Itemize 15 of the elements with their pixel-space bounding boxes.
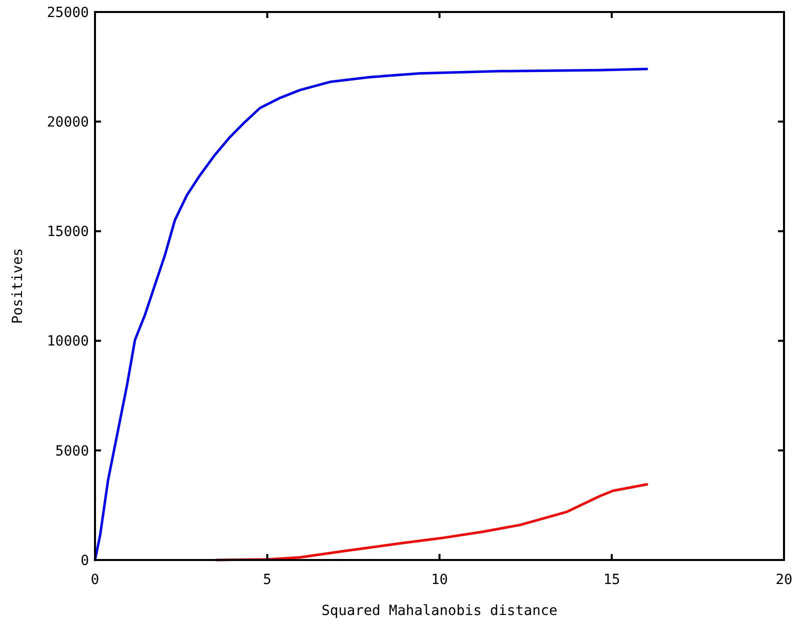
y-tick-label: 15000 bbox=[46, 224, 89, 240]
x-axis-title: Squared Mahalanobis distance bbox=[321, 603, 558, 619]
x-tick-label: 15 bbox=[603, 572, 620, 588]
y-tick-label: 0 bbox=[80, 552, 89, 569]
y-tick-label: 25000 bbox=[46, 4, 89, 21]
x-tick-label: 0 bbox=[90, 572, 100, 588]
x-tick-label: 5 bbox=[263, 572, 272, 588]
y-tick-label: 10000 bbox=[46, 334, 89, 350]
x-tick-label: 10 bbox=[431, 572, 448, 588]
y-tick-label: 20000 bbox=[46, 114, 89, 130]
x-tick-label: 20 bbox=[776, 572, 792, 588]
line-series bbox=[94, 68, 648, 562]
line-series bbox=[214, 483, 648, 562]
y-axis-title: Positives bbox=[10, 248, 26, 324]
y-tick-label: 5000 bbox=[55, 443, 89, 460]
